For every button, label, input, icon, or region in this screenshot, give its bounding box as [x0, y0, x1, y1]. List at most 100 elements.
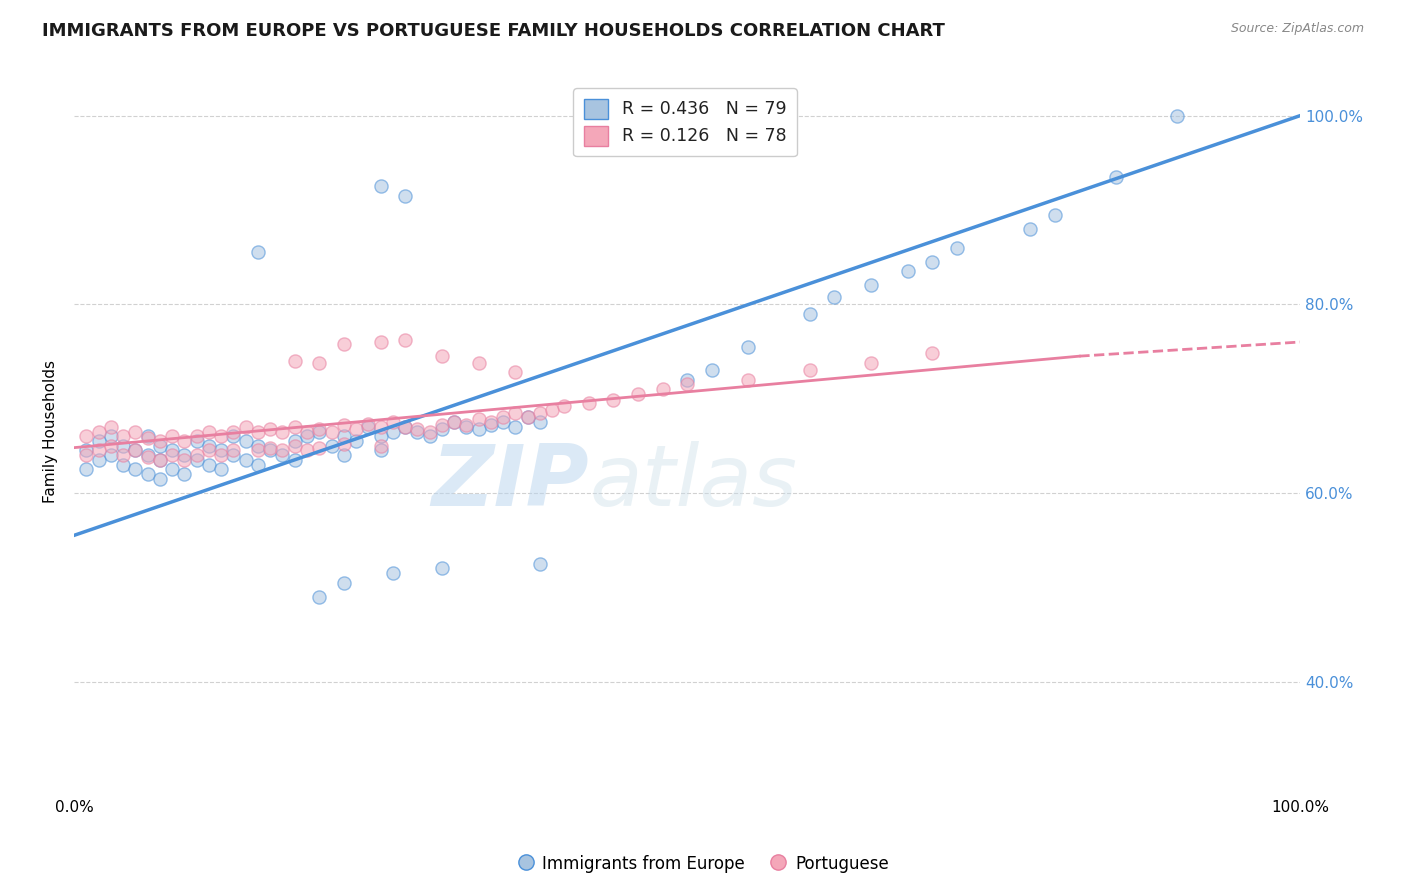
Point [284, 453, 307, 467]
Point [112, 429, 135, 443]
Point [370, 420, 392, 434]
Point [136, 448, 159, 462]
Point [124, 425, 146, 439]
Point [394, 420, 416, 434]
Point [430, 417, 453, 432]
Point [87, 453, 110, 467]
Point [259, 443, 281, 458]
Point [284, 354, 307, 368]
Point [235, 434, 257, 448]
Point [676, 377, 699, 392]
Point [799, 363, 821, 377]
Point [198, 443, 221, 458]
Text: ZIP: ZIP [432, 441, 589, 524]
Point [921, 255, 943, 269]
Point [271, 425, 294, 439]
Point [75, 443, 97, 458]
Point [100, 420, 122, 434]
Point [186, 453, 208, 467]
Point [333, 337, 356, 351]
Point [149, 472, 172, 486]
Point [344, 422, 367, 436]
Point [100, 448, 122, 462]
Point [578, 396, 600, 410]
Point [381, 415, 404, 429]
Point [676, 373, 699, 387]
Text: Source: ZipAtlas.com: Source: ZipAtlas.com [1230, 22, 1364, 36]
Point [173, 453, 195, 467]
Point [700, 363, 723, 377]
Point [124, 443, 146, 458]
Point [284, 434, 307, 448]
Point [443, 415, 465, 429]
Point [370, 429, 392, 443]
Point [321, 425, 343, 439]
Point [259, 422, 281, 436]
Point [1166, 109, 1188, 123]
Point [222, 448, 245, 462]
Point [333, 417, 356, 432]
Point [222, 443, 245, 458]
Point [419, 429, 441, 443]
Point [333, 575, 356, 590]
Point [859, 356, 882, 370]
Point [136, 429, 159, 443]
Point [209, 462, 232, 476]
Point [198, 458, 221, 472]
Point [100, 439, 122, 453]
Point [381, 566, 404, 580]
Point [209, 448, 232, 462]
Point [394, 333, 416, 347]
Point [737, 340, 759, 354]
Point [859, 278, 882, 293]
Point [198, 439, 221, 453]
Point [737, 373, 759, 387]
Point [505, 406, 527, 420]
Point [479, 417, 502, 432]
Point [173, 434, 195, 448]
Point [259, 441, 281, 455]
Point [75, 429, 97, 443]
Point [186, 448, 208, 462]
Point [394, 420, 416, 434]
Point [308, 356, 330, 370]
Point [246, 245, 269, 260]
Point [553, 399, 575, 413]
Point [406, 422, 429, 436]
Point [284, 439, 307, 453]
Point [246, 458, 269, 472]
Point [295, 425, 318, 439]
Point [406, 425, 429, 439]
Point [456, 417, 478, 432]
Point [357, 417, 380, 431]
Point [1105, 169, 1128, 184]
Point [87, 434, 110, 448]
Point [308, 441, 330, 455]
Point [100, 429, 122, 443]
Point [467, 412, 489, 426]
Point [333, 437, 356, 451]
Point [897, 264, 920, 278]
Point [627, 387, 650, 401]
Point [149, 439, 172, 453]
Point [1019, 222, 1042, 236]
Point [209, 443, 232, 458]
Point [467, 422, 489, 436]
Point [186, 434, 208, 448]
Point [370, 179, 392, 194]
Point [394, 189, 416, 203]
Point [235, 420, 257, 434]
Point [505, 365, 527, 379]
Legend: Immigrants from Europe, Portuguese: Immigrants from Europe, Portuguese [510, 848, 896, 880]
Point [492, 415, 515, 429]
Text: IMMIGRANTS FROM EUROPE VS PORTUGUESE FAMILY HOUSEHOLDS CORRELATION CHART: IMMIGRANTS FROM EUROPE VS PORTUGUESE FAM… [42, 22, 945, 40]
Point [124, 462, 146, 476]
Point [295, 443, 318, 458]
Point [945, 241, 967, 255]
Point [160, 443, 183, 458]
Point [419, 425, 441, 439]
Point [357, 420, 380, 434]
Point [799, 307, 821, 321]
Point [173, 467, 195, 481]
Point [271, 448, 294, 462]
